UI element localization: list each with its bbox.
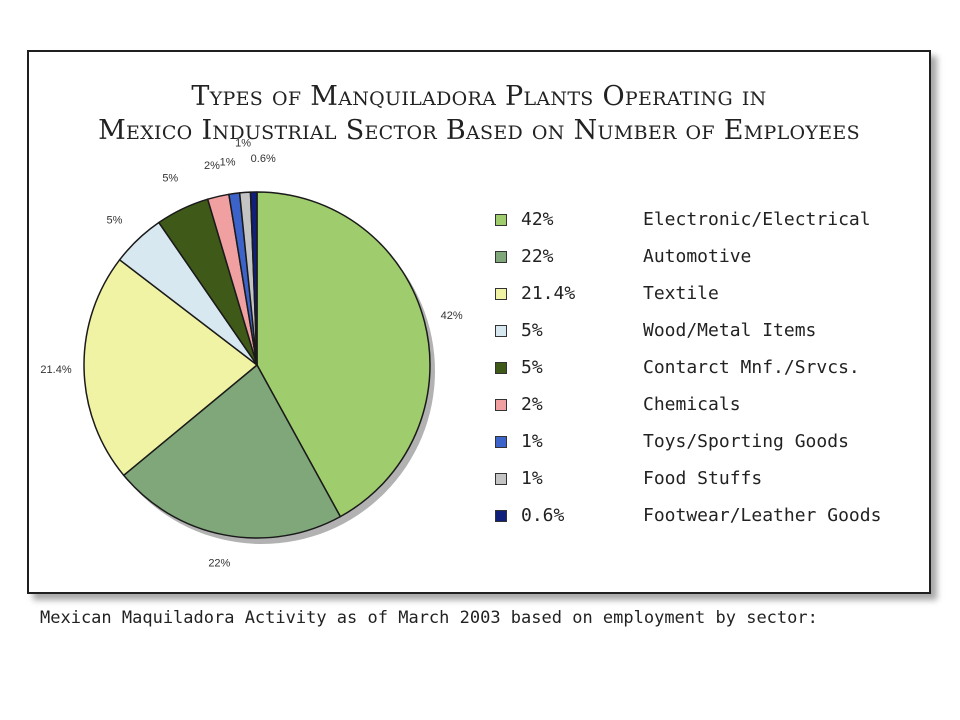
legend-swatch (495, 510, 507, 522)
legend-percent: 5% (521, 320, 543, 341)
legend-percent: 2% (521, 394, 543, 415)
legend-label: Food Stuffs (643, 468, 763, 489)
legend-label: Contarct Mnf./Srvcs. (643, 357, 860, 378)
slice-data-label: 42% (441, 310, 463, 322)
slice-data-label: 5% (107, 214, 123, 226)
slice-data-label: 22% (208, 557, 230, 569)
legend-label: Wood/Metal Items (643, 320, 817, 341)
legend-label: Electronic/Electrical (643, 209, 871, 230)
slice-data-label: 2% (204, 160, 220, 172)
slice-data-label: 1% (235, 137, 251, 149)
figure-caption: Mexican Maquiladora Activity as of March… (40, 608, 818, 628)
legend-swatch (495, 362, 507, 374)
legend-swatch (495, 288, 507, 300)
legend-percent: 1% (521, 431, 543, 452)
legend-swatch (495, 473, 507, 485)
pie-slice-footwear-leather-goods (249, 191, 258, 366)
pie-slice-automotive (122, 364, 342, 539)
legend-swatch (495, 214, 507, 226)
slice-data-label: 5% (162, 173, 178, 185)
pie-slice-electronic-electrical (256, 191, 431, 518)
legend-percent: 1% (521, 468, 543, 489)
slice-data-label: 1% (220, 157, 236, 169)
legend-percent: 21.4% (521, 283, 576, 304)
legend-swatch (495, 251, 507, 263)
legend-percent: 22% (521, 246, 554, 267)
legend-label: Toys/Sporting Goods (643, 431, 849, 452)
legend-label: Footwear/Leather Goods (643, 505, 882, 526)
legend-label: Textile (643, 283, 719, 304)
legend-percent: 5% (521, 357, 543, 378)
chart-frame: Types of Manquiladora Plants Operating i… (27, 50, 931, 594)
pie-chart: 42%22%21.4%5%5%2% 1%1%0.6% (40, 137, 463, 569)
legend-swatch (495, 325, 507, 337)
legend-label: Automotive (643, 246, 752, 267)
legend-swatch (495, 399, 507, 411)
legend-label: Chemicals (643, 394, 741, 415)
pie-slice-textile (83, 259, 258, 477)
slice-data-label: 0.6% (251, 153, 276, 165)
legend-percent: 0.6% (521, 505, 565, 526)
chart-title-line-1: Types of Manquiladora Plants Operating i… (191, 81, 767, 112)
chart-title-line-2: Mexico Industrial Sector Based on Number… (98, 115, 860, 146)
legend-percent: 42% (521, 209, 554, 230)
legend-swatch (495, 436, 507, 448)
chart-title: Types of Manquiladora Plants Operating i… (29, 80, 929, 148)
slice-data-label: 21.4% (40, 364, 71, 376)
